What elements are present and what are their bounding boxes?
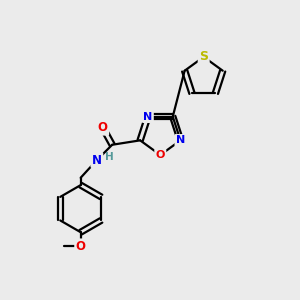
Text: N: N bbox=[92, 154, 102, 166]
Text: H: H bbox=[105, 152, 114, 162]
Text: O: O bbox=[76, 240, 86, 253]
Text: O: O bbox=[156, 150, 165, 160]
Text: S: S bbox=[199, 50, 208, 63]
Text: O: O bbox=[98, 121, 108, 134]
Text: N: N bbox=[176, 135, 185, 146]
Text: N: N bbox=[143, 112, 152, 122]
